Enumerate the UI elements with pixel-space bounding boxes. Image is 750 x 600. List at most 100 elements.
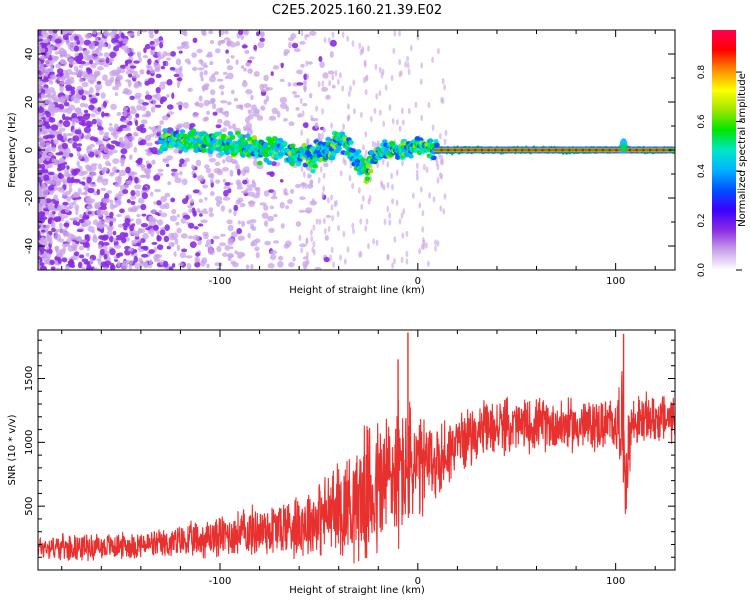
noise-blob [233,97,238,102]
noise-blob [72,192,81,198]
colorbar-axes: 0.0 0.2 0.4 0.6 0.8 [697,65,742,277]
noise-blob [96,70,101,76]
noise-blob [202,231,209,236]
noise-blob [89,258,94,265]
ridge-blob [427,138,434,144]
noise-blob [126,199,131,204]
noise-streak [391,118,395,125]
noise-blob [231,231,238,238]
noise-streak [319,166,323,173]
spectrogram-panel: -100 0 100 -40 -20 0 20 40 Height of straight l… [7,29,676,296]
noise-blob [67,260,75,265]
noise-blob [96,80,102,85]
noise-blob [103,112,110,117]
noise-blob [157,168,164,172]
noise-blob [243,166,250,173]
noise-streak [415,169,419,176]
noise-blob [237,197,244,203]
noise-blob [53,138,59,145]
noise-blob [134,119,139,127]
noise-blob [190,198,195,204]
noise-streak [336,210,340,218]
noise-streak [304,183,308,190]
noise-blob [102,210,109,216]
carrier-dot [467,148,470,152]
noise-blob [53,267,62,270]
noise-blob [88,43,96,50]
noise-blob [241,220,246,227]
noise-blob [75,236,82,242]
noise-blob [92,267,100,270]
noise-blob [53,175,59,181]
noise-blob [299,41,306,45]
noise-blob [180,233,188,239]
noise-blob [288,41,292,49]
noise-blob [208,212,214,218]
noise-blob [189,241,197,249]
noise-blob [131,70,138,75]
noise-streak [349,85,352,92]
noise-blob [86,205,92,210]
noise-blob [91,118,97,125]
noise-blob [131,171,138,176]
noise-streak [364,225,368,232]
noise-streak [315,105,318,112]
noise-blob [97,140,104,146]
noise-blob [83,261,90,265]
noise-streak [302,171,306,178]
carrier-dot [648,148,652,152]
noise-blob [189,123,196,128]
noise-blob [151,241,158,245]
noise-blob [256,115,264,121]
noise-blob [135,218,142,225]
noise-blob [50,111,55,117]
noise-streak [443,84,446,91]
noise-streak [388,104,392,111]
noise-blob [56,68,64,75]
noise-streak [351,40,355,47]
noise-blob [66,132,74,137]
noise-blob [60,214,69,219]
noise-blob [70,89,76,96]
noise-blob [38,152,42,159]
noise-blob [117,260,121,268]
carrier-dot [460,148,464,152]
noise-streak [437,47,440,55]
noise-blob [160,212,168,218]
noise-streak [347,103,350,110]
ridge-blob [198,139,204,145]
noise-blob [90,171,97,177]
noise-blob [192,37,198,43]
snr-axes: -100 0 100 500 1000 1500 [24,330,675,587]
noise-streak [443,193,447,200]
noise-streak [361,195,365,202]
noise-blob [283,117,288,122]
noise-blob [285,105,289,112]
ridge-blob [162,146,168,152]
noise-blob [160,195,168,203]
noise-streak [401,232,405,239]
noise-streak [331,74,335,81]
noise-blob [67,58,74,63]
noise-blob [293,48,301,52]
noise-streak [388,212,392,219]
noise-streak [368,195,372,202]
noise-blob [88,266,93,270]
noise-blob [153,61,157,67]
noise-blob [102,101,107,108]
noise-streak [330,194,333,201]
noise-streak [305,251,309,258]
noise-blob [261,212,269,219]
noise-blob [197,67,205,71]
noise-streak [398,58,402,66]
noise-blob [38,44,42,51]
noise-blob [169,66,176,71]
noise-streak [427,101,431,109]
noise-blob [116,111,122,117]
noise-streak [333,200,337,207]
noise-blob [133,146,138,153]
noise-streak [384,84,388,91]
ridge-blob [310,168,316,174]
noise-streak [341,85,345,92]
